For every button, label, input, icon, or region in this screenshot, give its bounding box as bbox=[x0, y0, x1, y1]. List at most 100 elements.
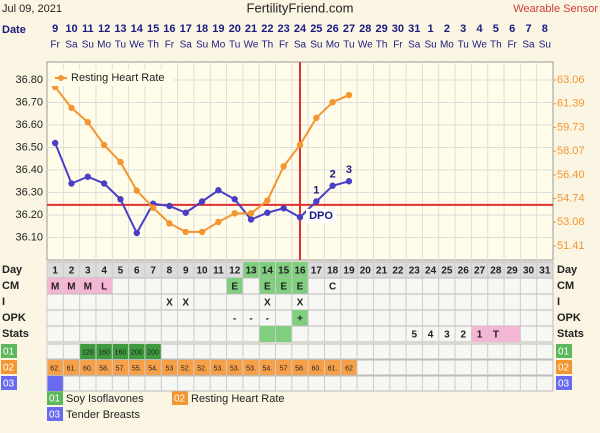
dpo-number: 3 bbox=[346, 164, 352, 176]
cell-bg bbox=[95, 278, 113, 294]
dpo-number: 1 bbox=[313, 184, 319, 196]
cell-text: M bbox=[51, 282, 59, 293]
weekday: Su bbox=[424, 40, 436, 51]
cell-text: 160 bbox=[98, 349, 110, 356]
cell-text: 4 bbox=[101, 266, 107, 277]
code-box bbox=[556, 376, 572, 390]
date: 4 bbox=[476, 23, 483, 35]
weekday: Fr bbox=[393, 40, 403, 51]
cell-text: M bbox=[67, 282, 75, 293]
y-tick-label: 36.40 bbox=[15, 164, 43, 176]
cell-text: 57 bbox=[280, 365, 288, 372]
cell-text: 22 bbox=[392, 266, 404, 277]
data-point bbox=[296, 214, 304, 221]
cell-text: 61. bbox=[328, 365, 338, 372]
cell-text: 53. bbox=[230, 365, 240, 372]
row-label: Day bbox=[557, 264, 578, 276]
cell-bg bbox=[79, 278, 96, 294]
cell-text: 24 bbox=[425, 266, 437, 277]
y-tick-label: 36.80 bbox=[15, 74, 43, 86]
data-point bbox=[198, 198, 206, 205]
weekday: Mo bbox=[211, 40, 225, 51]
date: 13 bbox=[114, 23, 126, 35]
legend-code: 01 bbox=[49, 394, 61, 405]
weekday: Fr bbox=[507, 40, 517, 51]
date: 17 bbox=[180, 23, 192, 35]
cell-text: 11 bbox=[213, 266, 224, 277]
code-label: 01 bbox=[3, 347, 15, 358]
cell-text: 5 bbox=[411, 330, 417, 341]
code-box bbox=[1, 376, 17, 390]
y-tick-label: 36.60 bbox=[15, 119, 43, 131]
cell-bg bbox=[112, 344, 129, 359]
y2-tick-label: 58.07 bbox=[557, 145, 585, 157]
weekday: Su bbox=[310, 40, 322, 51]
cell-text: 54. bbox=[148, 365, 158, 372]
date-label: Date bbox=[2, 24, 26, 36]
cell-text: 20 bbox=[360, 266, 372, 277]
cell-text: 28 bbox=[490, 266, 502, 277]
cell-bg bbox=[47, 278, 64, 294]
weekday: Tu bbox=[458, 40, 469, 51]
data-point bbox=[329, 98, 336, 106]
data-point bbox=[182, 209, 189, 216]
date: 9 bbox=[52, 23, 58, 35]
date: 20 bbox=[229, 23, 241, 35]
date: 23 bbox=[278, 23, 290, 35]
date: 2 bbox=[444, 23, 450, 35]
cell-text: 2 bbox=[460, 330, 466, 341]
legend-code-box bbox=[47, 391, 63, 405]
data-point bbox=[231, 196, 238, 203]
y-tick-label: 36.20 bbox=[15, 209, 43, 221]
date: 31 bbox=[408, 23, 420, 35]
cell-bg bbox=[504, 326, 521, 342]
cell-text: 7 bbox=[150, 266, 156, 277]
data-point bbox=[231, 210, 238, 217]
y-tick-label: 36.30 bbox=[15, 186, 43, 198]
cell-text: 1 bbox=[52, 266, 58, 277]
row-bg bbox=[46, 375, 554, 392]
weekday: Sa bbox=[65, 40, 78, 51]
date: 16 bbox=[163, 23, 175, 35]
code-label: 01 bbox=[558, 347, 570, 358]
weekday: Fr bbox=[279, 40, 289, 51]
cell-bg bbox=[242, 262, 260, 278]
cell-bg bbox=[242, 360, 260, 375]
cell-text: 120 bbox=[82, 349, 94, 356]
data-point bbox=[264, 197, 271, 204]
cell-text: + bbox=[297, 314, 303, 325]
cell-text: 61. bbox=[67, 365, 77, 372]
cell-text: X bbox=[264, 298, 271, 309]
cell-text: C bbox=[329, 282, 336, 293]
date: 12 bbox=[98, 23, 110, 35]
cell-text: 53 bbox=[166, 365, 174, 372]
cell-text: 58. bbox=[295, 365, 305, 372]
cell-bg bbox=[161, 360, 178, 375]
weekday: Th bbox=[262, 40, 274, 51]
data-point bbox=[247, 216, 255, 223]
weekday: We bbox=[129, 40, 144, 51]
y-tick-label: 36.10 bbox=[15, 231, 43, 243]
y-tick-label: 36.70 bbox=[15, 96, 43, 108]
data-point bbox=[166, 202, 173, 210]
dpo-number: 2 bbox=[330, 169, 336, 181]
row-label: CM bbox=[2, 280, 19, 292]
cell-text: E bbox=[280, 282, 287, 293]
weekday: Sa bbox=[180, 40, 193, 51]
code-label: 02 bbox=[3, 363, 15, 374]
chart-date: Jul 09, 2021 bbox=[2, 3, 62, 15]
cell-text: 3 bbox=[85, 266, 91, 277]
data-point bbox=[313, 114, 320, 122]
cell-text: 17 bbox=[311, 266, 323, 277]
cell-text: 12 bbox=[229, 266, 241, 277]
weekday: We bbox=[358, 40, 373, 51]
data-point bbox=[133, 187, 140, 194]
date: 22 bbox=[261, 23, 273, 35]
cell-text: 62. bbox=[50, 365, 60, 372]
cell-bg bbox=[259, 326, 276, 342]
date: 15 bbox=[147, 23, 159, 35]
cell-bg bbox=[291, 278, 309, 294]
row-label: OPK bbox=[2, 312, 26, 324]
